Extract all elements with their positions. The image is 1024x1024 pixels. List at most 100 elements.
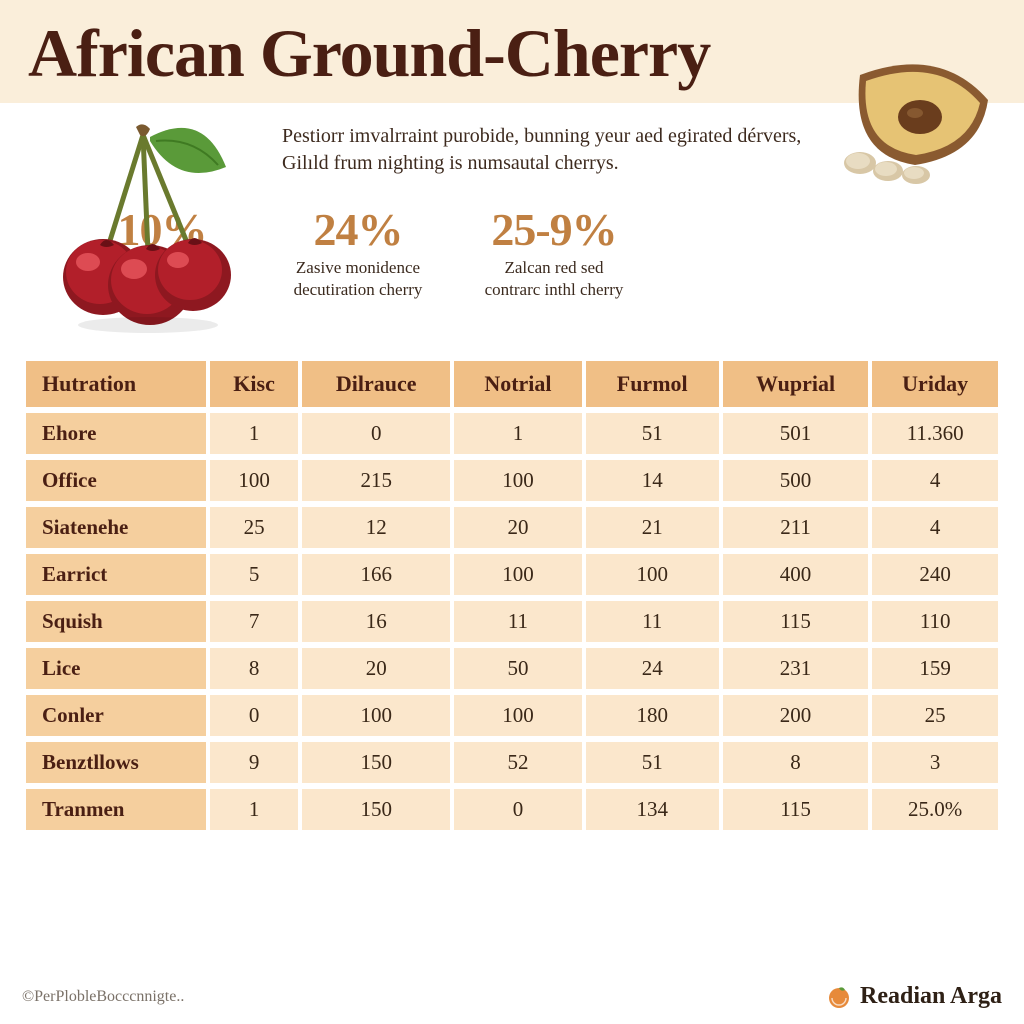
table-row: Ehore1015150111.360 <box>26 413 998 454</box>
cell-value: 20 <box>302 648 450 689</box>
cell-value: 215 <box>302 460 450 501</box>
table-row: Tranmen1150013411525.0% <box>26 789 998 830</box>
cell-value: 501 <box>723 413 869 454</box>
row-label: Lice <box>26 648 206 689</box>
cell-value: 7 <box>210 601 298 642</box>
brand-text: Readian Arga <box>860 983 1002 1010</box>
stat-2-pct: 24% <box>278 203 438 256</box>
stat-2-label2: decutiration cherry <box>278 280 438 300</box>
cell-value: 11 <box>586 601 719 642</box>
nutrition-table-wrap: Hutration Kisc Dilrauce Notrial Furmol W… <box>0 355 1024 836</box>
cell-value: 5 <box>210 554 298 595</box>
row-label: Ehore <box>26 413 206 454</box>
cell-value: 134 <box>586 789 719 830</box>
cell-value: 1 <box>210 413 298 454</box>
cell-value: 100 <box>454 460 581 501</box>
cell-value: 100 <box>454 695 581 736</box>
cell-value: 211 <box>723 507 869 548</box>
cell-value: 110 <box>872 601 998 642</box>
cell-value: 4 <box>872 460 998 501</box>
cell-value: 4 <box>872 507 998 548</box>
cell-value: 25 <box>210 507 298 548</box>
stat-2: 24% Zasive monidence decutiration cherry <box>278 203 438 301</box>
cell-value: 200 <box>723 695 869 736</box>
col-furmol: Furmol <box>586 361 719 407</box>
col-uriday: Uriday <box>872 361 998 407</box>
row-label: Conler <box>26 695 206 736</box>
cell-value: 25 <box>872 695 998 736</box>
table-row: Conler010010018020025 <box>26 695 998 736</box>
table-header-row: Hutration Kisc Dilrauce Notrial Furmol W… <box>26 361 998 407</box>
cell-value: 166 <box>302 554 450 595</box>
row-label: Office <box>26 460 206 501</box>
cell-value: 159 <box>872 648 998 689</box>
cell-value: 20 <box>454 507 581 548</box>
row-label: Squish <box>26 601 206 642</box>
cell-value: 3 <box>872 742 998 783</box>
table-row: Earrict5166100100400240 <box>26 554 998 595</box>
table-row: Office100215100145004 <box>26 460 998 501</box>
cell-value: 8 <box>210 648 298 689</box>
description-text: Pestiorr imvalrraint purobide, bunning y… <box>282 123 802 177</box>
stat-2-label1: Zasive monidence <box>278 258 438 278</box>
cell-value: 100 <box>210 460 298 501</box>
cell-value: 11 <box>454 601 581 642</box>
cell-value: 24 <box>586 648 719 689</box>
header-section: Pestiorr imvalrraint purobide, bunning y… <box>0 103 1024 355</box>
stat-3: 25-9% Zalcan red sed contrarc inthl cher… <box>474 203 634 301</box>
cell-value: 150 <box>302 742 450 783</box>
cell-value: 180 <box>586 695 719 736</box>
table-body: Ehore1015150111.360Office100215100145004… <box>26 413 998 830</box>
cell-value: 51 <box>586 742 719 783</box>
nutrition-table: Hutration Kisc Dilrauce Notrial Furmol W… <box>22 355 1002 836</box>
cell-value: 14 <box>586 460 719 501</box>
cell-value: 115 <box>723 789 869 830</box>
stat-3-label1: Zalcan red sed <box>474 258 634 278</box>
seed-illustration <box>820 55 1000 185</box>
cell-value: 100 <box>586 554 719 595</box>
footer: ©PerPlobleBocccnnigte.. Readian Arga <box>22 983 1002 1010</box>
brand-icon <box>826 984 852 1010</box>
stat-3-label2: contrarc inthl cherry <box>474 280 634 300</box>
col-wuprial: Wuprial <box>723 361 869 407</box>
cell-value: 16 <box>302 601 450 642</box>
cell-value: 240 <box>872 554 998 595</box>
row-label: Benztllows <box>26 742 206 783</box>
col-hutration: Hutration <box>26 361 206 407</box>
cell-value: 21 <box>586 507 719 548</box>
cell-value: 100 <box>454 554 581 595</box>
col-kisc: Kisc <box>210 361 298 407</box>
cell-value: 11.360 <box>872 413 998 454</box>
cell-value: 8 <box>723 742 869 783</box>
row-label: Tranmen <box>26 789 206 830</box>
cell-value: 0 <box>210 695 298 736</box>
row-label: Siatenehe <box>26 507 206 548</box>
cell-value: 115 <box>723 601 869 642</box>
col-dilrauce: Dilrauce <box>302 361 450 407</box>
cell-value: 50 <box>454 648 581 689</box>
cell-value: 500 <box>723 460 869 501</box>
cell-value: 1 <box>454 413 581 454</box>
cell-value: 51 <box>586 413 719 454</box>
row-label: Earrict <box>26 554 206 595</box>
cell-value: 52 <box>454 742 581 783</box>
cell-value: 150 <box>302 789 450 830</box>
brand: Readian Arga <box>826 983 1002 1010</box>
stat-3-pct: 25-9% <box>474 203 634 256</box>
cherry-illustration <box>28 117 258 337</box>
cell-value: 100 <box>302 695 450 736</box>
table-row: Benztllows9150525183 <box>26 742 998 783</box>
cell-value: 1 <box>210 789 298 830</box>
cell-value: 231 <box>723 648 869 689</box>
cell-value: 9 <box>210 742 298 783</box>
cell-value: 12 <box>302 507 450 548</box>
col-notrial: Notrial <box>454 361 581 407</box>
copyright-text: ©PerPlobleBocccnnigte.. <box>22 988 184 1006</box>
cell-value: 400 <box>723 554 869 595</box>
table-row: Lice8205024231159 <box>26 648 998 689</box>
cell-value: 0 <box>302 413 450 454</box>
cell-value: 0 <box>454 789 581 830</box>
table-row: Squish7161111115110 <box>26 601 998 642</box>
table-row: Siatenehe251220212114 <box>26 507 998 548</box>
cell-value: 25.0% <box>872 789 998 830</box>
